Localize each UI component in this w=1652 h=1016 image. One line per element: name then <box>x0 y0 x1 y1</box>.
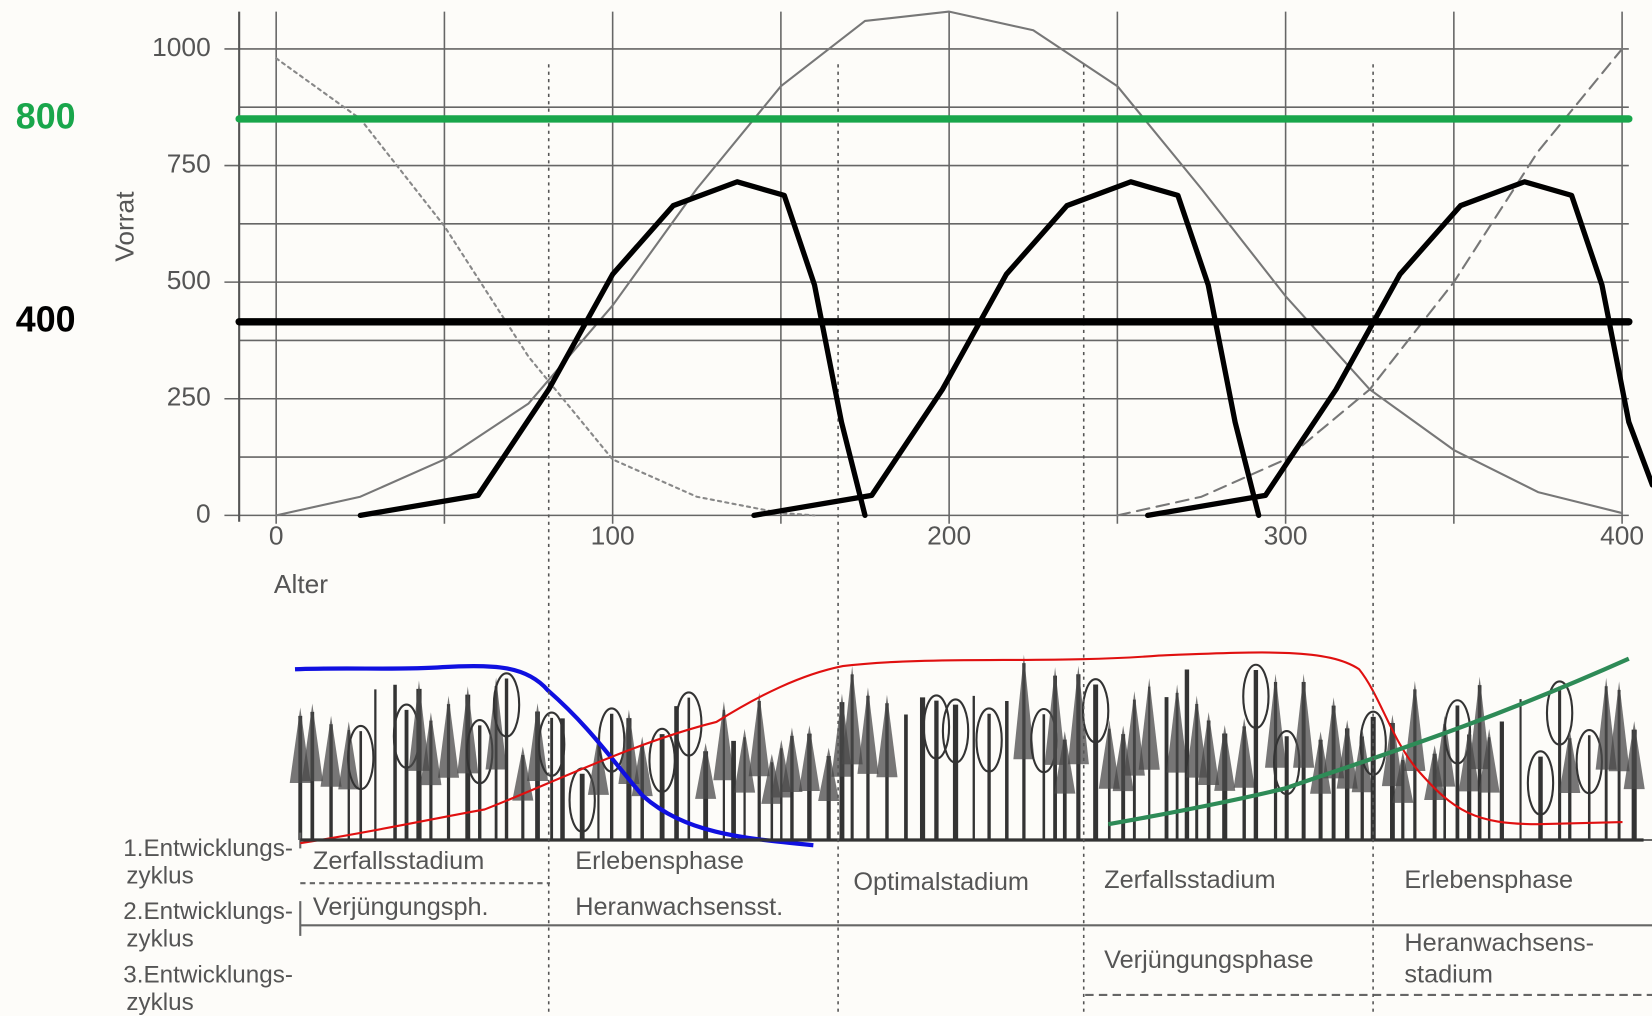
phase-label: Heranwachsensst. <box>575 893 783 921</box>
annotation: 800 <box>16 96 76 136</box>
cycle-label: 2.Entwicklungs- <box>123 898 293 925</box>
x-tick-label: 400 <box>1600 520 1644 550</box>
y-axis-label: Vorrat <box>109 191 139 262</box>
page: Vorrat Alter 0 100 200 300 400 0 250 500 750 1000… <box>0 0 1652 1016</box>
phase-label: stadium <box>1404 961 1493 989</box>
y-tick-label: 1000 <box>152 32 211 62</box>
phase-label: Heranwachsens- <box>1404 929 1594 957</box>
phase-label: Verjüngungsph. <box>313 893 489 921</box>
x-tick-label: 300 <box>1264 520 1308 550</box>
phase-label: Erlebensphase <box>1404 866 1573 894</box>
y-tick-label: 500 <box>167 265 211 295</box>
cycle-label: 3.Entwicklungs- <box>123 961 293 988</box>
y-tick-label: 0 <box>196 498 211 528</box>
phase-label: Verjüngungsphase <box>1104 946 1313 974</box>
cycle-label: zyklus <box>126 862 193 889</box>
background <box>0 0 1652 1016</box>
cycle-label: zyklus <box>126 989 193 1016</box>
x-axis-label: Alter <box>274 569 328 599</box>
y-tick-label: 250 <box>167 382 211 412</box>
annotation: 400 <box>16 299 76 339</box>
phase-label: Erlebensphase <box>575 847 744 875</box>
phase-label: Optimalstadium <box>853 868 1029 896</box>
y-tick-label: 750 <box>167 148 211 178</box>
x-tick-label: 200 <box>927 520 971 550</box>
cycle-label: zyklus <box>126 926 193 953</box>
cycle-label: 1.Entwicklungs- <box>123 835 293 862</box>
phase-label: Zerfallsstadium <box>1104 866 1275 894</box>
x-tick-label: 0 <box>269 520 284 550</box>
chart: Vorrat Alter 0 100 200 300 400 0 250 500 750 1000… <box>0 0 1652 1016</box>
phase-label: Zerfallsstadium <box>313 847 484 875</box>
x-tick-label: 100 <box>591 520 635 550</box>
